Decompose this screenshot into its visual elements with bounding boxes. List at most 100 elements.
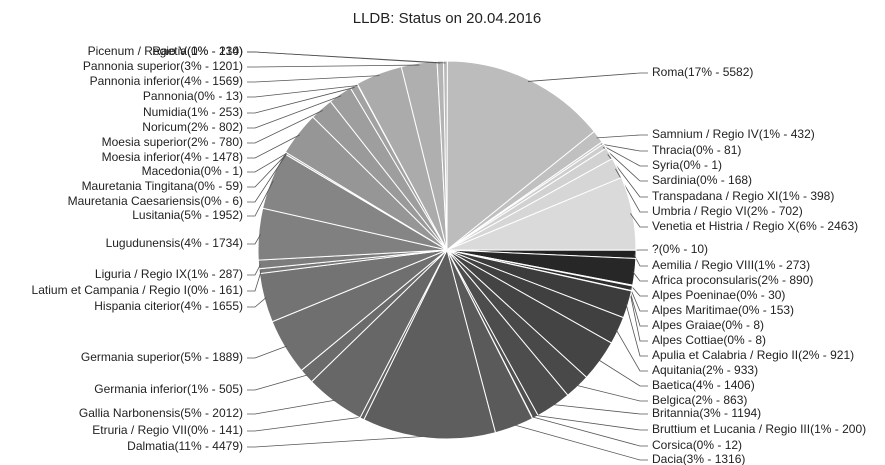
leader-line [625, 303, 648, 357]
slice-name: Moesia superior [102, 135, 187, 149]
slice-name: Umbria / Regio VI [652, 204, 747, 218]
slice-label: Bruttium et Lucania / Regio III(1% - 200… [652, 422, 866, 436]
slice-label: Alpes Graiae(0% - 8) [652, 318, 764, 332]
slice-value-label: (2% - 780) [187, 135, 243, 149]
slice-name: Alpes Cottiae [652, 333, 724, 347]
slice-value-label: (2% - 863) [691, 393, 747, 407]
leader-line [601, 144, 648, 167]
slice-label: Latium et Campania / Regio I(0% - 161) [32, 283, 243, 297]
slice-label: Raetia(0% - 130) [152, 44, 243, 58]
slice-label: Etruria / Regio VII(0% - 141) [92, 423, 243, 437]
slice-label: Hispania citerior(4% - 1655) [94, 299, 243, 313]
slice-value-label: (4% - 1734) [180, 236, 243, 250]
slice-value-label: (6% - 2463) [795, 219, 858, 233]
slice-value-label: (0% - 153) [738, 303, 794, 317]
slice-value-label: (1% - 200) [810, 422, 866, 436]
slice-name: Aemilia / Regio VIII [652, 258, 754, 272]
slice-name: Germania inferior [94, 382, 187, 396]
leader-line [630, 213, 648, 228]
leader-line [247, 85, 359, 98]
slice-name: Sardinia [652, 173, 696, 187]
slice-value-label: (0% - 8) [721, 318, 764, 332]
leader-line [629, 290, 648, 327]
slice-value-label: (0% - 130) [187, 44, 243, 58]
slice-value-label: (1% - 432) [759, 127, 815, 141]
slice-name: Venetia et Histria / Regio X [652, 219, 795, 233]
slice-name: Dacia [652, 452, 683, 465]
leader-line [247, 64, 420, 68]
slice-label: ?(0% - 10) [652, 242, 708, 256]
slice-name: Mauretania Tingitana [82, 179, 194, 193]
slice-name: Picenum / Regio V [88, 44, 187, 58]
slice-name: Hispania citerior [94, 299, 180, 313]
leader-line [576, 384, 648, 402]
slice-value-label: (0% - 168) [696, 173, 752, 187]
leader-line [598, 359, 648, 387]
slice-value-label: (4% - 1655) [180, 299, 243, 313]
leader-line [247, 109, 323, 144]
slice-value-label: (1% - 287) [187, 267, 243, 281]
slice-value-label: (1% - 398) [778, 189, 834, 203]
slice-name: Alpes Maritimae [652, 303, 738, 317]
slice-label: Noricum(2% - 802) [142, 120, 243, 134]
slice-value-label: (0% - 30) [736, 288, 785, 302]
slice-value-label: (0% - 6) [200, 194, 243, 208]
leader-line [247, 75, 380, 83]
slice-label: Sardinia(0% - 168) [652, 173, 752, 187]
slice-label: Macedonia(0% - 1) [142, 164, 243, 178]
slice-value-label: (5% - 2012) [180, 406, 243, 420]
pie-slice [363, 248, 497, 440]
slice-label: Liguria / Regio IX(1% - 287) [95, 267, 243, 281]
slice-label: Dalmatia(11% - 4479) [127, 439, 243, 453]
slice-label: Mauretania Caesariensis(0% - 6) [68, 194, 243, 208]
slice-label: Pannonia superior(3% - 1201) [83, 59, 243, 73]
leader-line [596, 134, 648, 139]
slice-name: Etruria / Regio VII [92, 423, 187, 437]
slice-name: Lugudunensis [106, 236, 181, 250]
leader-line [247, 264, 261, 276]
leader-line [629, 287, 648, 312]
slice-value-label: (0% - 1) [679, 158, 722, 172]
slice-label: Roma(17% - 5582) [652, 65, 753, 79]
slice-name: Aquitania [652, 363, 702, 377]
slice-name: Britannia [652, 406, 700, 420]
slice-label: Thracia(0% - 81) [652, 143, 741, 157]
slice-name: ? [652, 242, 659, 256]
slice-label: Belgica(2% - 863) [652, 393, 747, 407]
slice-label: Lusitania(5% - 1952) [132, 208, 243, 222]
leader-line [534, 414, 648, 431]
slice-name: Alpes Graiae [652, 318, 722, 332]
slice-name: Transpadana / Regio XI [652, 189, 778, 203]
slice-value-label: (2% - 890) [757, 273, 813, 287]
slice-value-label: (11% - 4479) [175, 439, 243, 453]
slice-label: Pannonia inferior(4% - 1569) [90, 74, 243, 88]
slice-value-label: (4% - 1406) [692, 378, 755, 392]
slice-name: Alpes Poeninae [652, 288, 736, 302]
slice-value-label: (5% - 1889) [180, 350, 243, 364]
slice-value-label: (2% - 802) [187, 120, 243, 134]
slice-value-label: (0% - 1) [200, 164, 243, 178]
slice-label: Mauretania Tingitana(0% - 59) [82, 179, 243, 193]
slice-label: Alpes Cottiae(0% - 8) [652, 333, 766, 347]
slice-label: Numidia(1% - 253) [143, 105, 243, 119]
slice-value-label: (0% - 8) [723, 333, 766, 347]
slice-name: Dalmatia [127, 439, 175, 453]
slice-value-label: (3% - 1316) [683, 452, 746, 465]
slice-label: Samnium / Regio IV(1% - 432) [652, 127, 815, 141]
leader-line [247, 233, 262, 245]
leader-line [552, 404, 648, 415]
leader-line [615, 329, 648, 372]
slice-name: Liguria / Regio IX [95, 267, 187, 281]
leader-line [607, 154, 648, 198]
leader-line [247, 416, 363, 432]
slice-value-label: (17% - 5582) [684, 65, 753, 79]
slice-name: Bruttium et Lucania / Regio III [652, 422, 810, 436]
slice-label: Pannonia(0% - 13) [143, 89, 243, 103]
chart-title: LLDB: Status on 20.04.2016 [353, 10, 541, 27]
slice-name: Syria [652, 158, 680, 172]
slice-label: Picenum / Regio V(1% - 214) [88, 44, 243, 58]
leader-line [247, 297, 267, 308]
slice-value-label: (3% - 1201) [180, 59, 243, 73]
slice-name: Lusitania [132, 208, 180, 222]
slice-label: Africa proconsularis(2% - 890) [652, 273, 813, 287]
